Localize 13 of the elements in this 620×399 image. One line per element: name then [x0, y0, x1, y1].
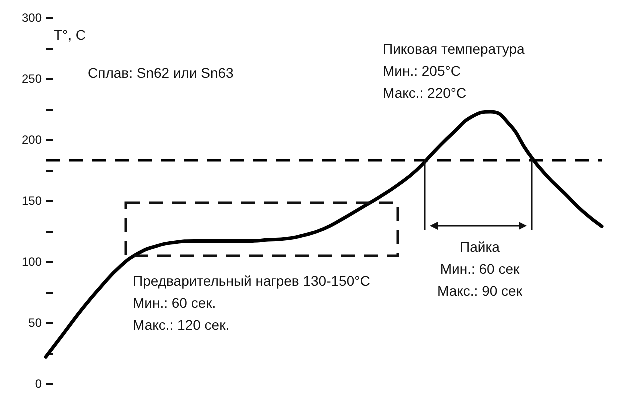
y-tick-label: 300 — [22, 11, 42, 25]
annotation: Пиковая температура Мин.: 205°C Макс.: 220°C — [383, 40, 525, 103]
y-tick-label: 250 — [22, 72, 42, 86]
annotation: Предварительный нагрев 130-150°C Мин.: 60 сек. Макс.: 120 сек. — [133, 272, 370, 335]
y-tick-label: 0 — [35, 377, 42, 391]
annotation: Пайка Мин.: 60 сек Макс.: 90 сек — [436, 238, 524, 301]
line-series — [44, 110, 604, 359]
y-axis-title: T°, C — [54, 27, 86, 43]
annotation: Сплав: Sn62 или Sn63 — [88, 64, 234, 83]
y-tick-label: 50 — [28, 316, 42, 330]
y-tick-label: 200 — [22, 133, 42, 147]
y-tick-label: 100 — [22, 255, 42, 269]
y-tick-label: 150 — [22, 194, 42, 208]
